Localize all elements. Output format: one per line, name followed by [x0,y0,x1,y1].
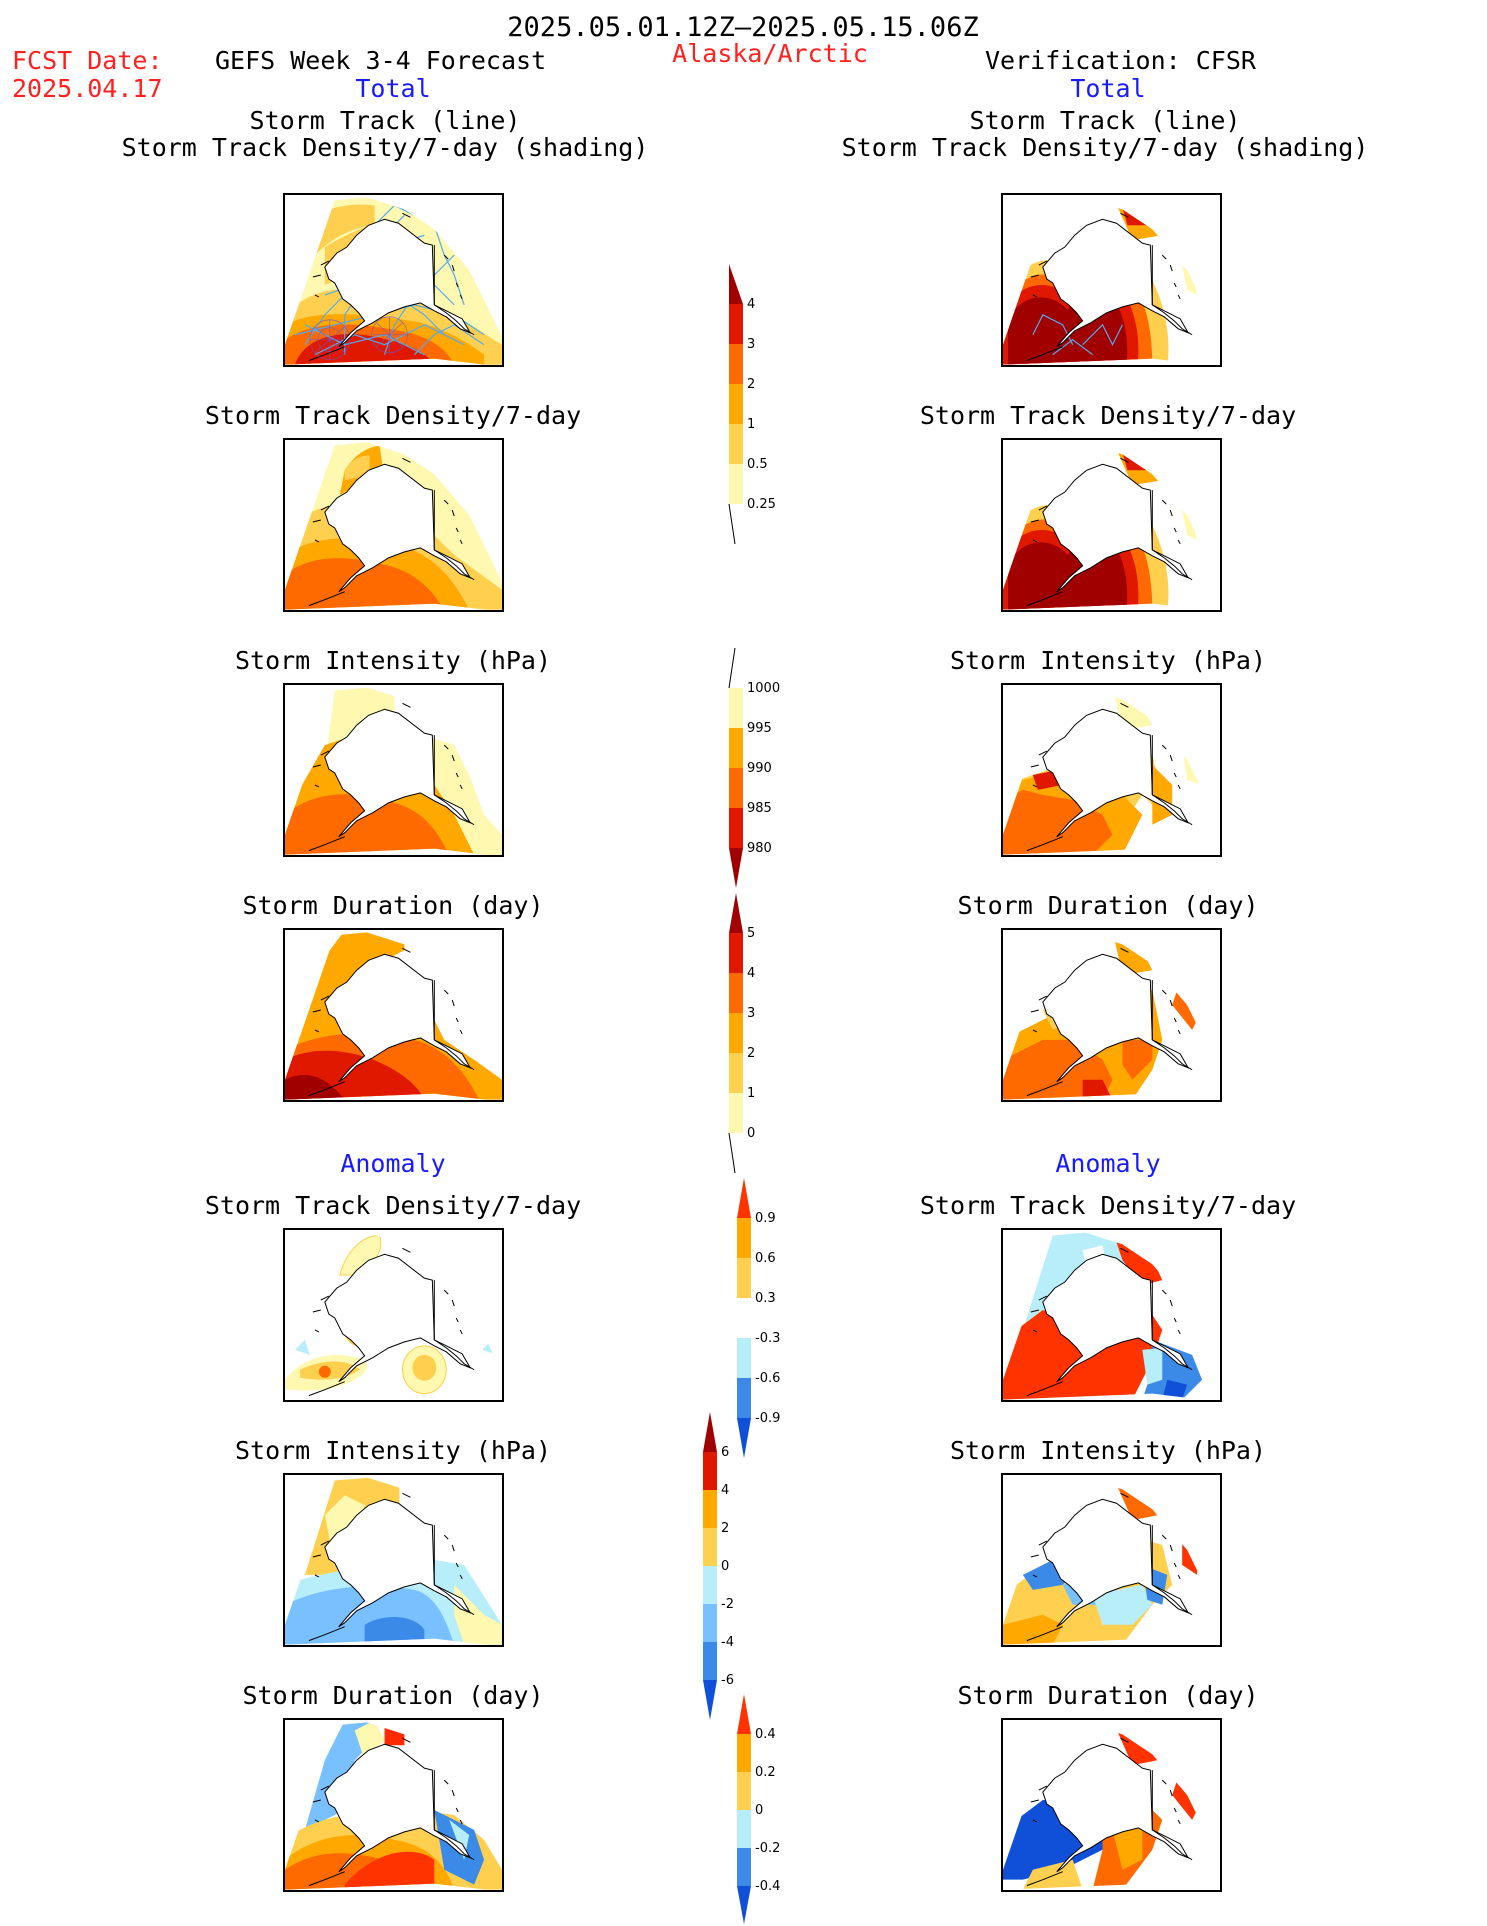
panel-title-duration-left: Storm Duration (day) [242,891,544,920]
cbar-label: 995 [747,721,772,736]
cbar-label: -0.4 [755,1879,780,1894]
cbar-label: 0.6 [755,1251,776,1266]
panel-title-track-left: Storm Track (line) Storm Track Density/7… [122,107,649,161]
colorbar-intensity: 1000 995 990 985 980 [728,648,780,888]
cbar-label: -0.2 [755,1841,780,1856]
cbar-label: 3 [747,337,755,352]
cbar-label: -4 [721,1635,734,1650]
colorbar-duration: 5 4 3 2 1 0 [728,893,755,1174]
cbar-label: 0 [721,1559,729,1574]
region-title: Alaska/Arctic [672,39,868,68]
colorbar-density-anomaly: 0.9 0.6 0.3 -0.3 -0.6 -0.9 [737,1178,780,1458]
panel-title-intensity-left: Storm Intensity (hPa) [234,646,552,675]
cbar-label: -0.3 [755,1331,780,1346]
map-intensity-anomaly-verification [1001,1473,1222,1647]
panel-title-duration-anom-right: Storm Duration (day) [957,1681,1259,1710]
title-line-2: Storm Track Density/7-day (shading) [841,133,1369,162]
panel-title-density-left: Storm Track Density/7-day [204,401,582,430]
title-line-2: Storm Track Density/7-day (shading) [121,133,649,162]
cbar-label: 1 [747,417,755,432]
map-intensity-forecast [283,683,504,857]
map-track-forecast [283,193,504,367]
section-total-right: Total [1070,74,1146,103]
cbar-label: 0.4 [755,1727,776,1742]
panel-title-density-anom-right: Storm Track Density/7-day [919,1191,1297,1220]
cbar-label: 1000 [747,681,780,696]
map-density-anomaly-verification [1001,1228,1222,1402]
map-density-anomaly-forecast [283,1228,504,1402]
fcst-date-label: FCST Date: [12,46,163,75]
colorbar-intensity-anomaly: 6 4 2 0 -2 -4 -6 [703,1412,734,1720]
cbar-label: 3 [747,1006,755,1021]
map-duration-anomaly-verification [1001,1718,1222,1892]
map-density-forecast [283,438,504,612]
panel-title-duration-right: Storm Duration (day) [957,891,1259,920]
section-anomaly-left: Anomaly [340,1149,446,1178]
colorbar-duration-anomaly: 0.4 0.2 0 -0.2 -0.4 [737,1694,780,1924]
cbar-label: 4 [747,966,755,981]
panel-title-intensity-anom-left: Storm Intensity (hPa) [234,1436,552,1465]
cbar-label: 1 [747,1086,755,1101]
cbar-label: -6 [721,1673,734,1688]
cbar-label: 990 [747,761,772,776]
cbar-label: 0.25 [747,497,776,512]
panel-title-intensity-right: Storm Intensity (hPa) [949,646,1267,675]
cbar-label: 980 [747,841,772,856]
cbar-label: 0.5 [747,457,768,472]
map-duration-anomaly-forecast [283,1718,504,1892]
cbar-label: 5 [747,926,755,941]
cbar-label: 0.9 [755,1211,776,1226]
period-title: 2025.05.01.12Z–2025.05.15.06Z [507,12,979,43]
verification-title: Verification: CFSR [985,46,1256,75]
cbar-label: -0.6 [755,1371,780,1386]
cbar-label: -2 [721,1597,734,1612]
cbar-label: 0.2 [755,1765,776,1780]
cbar-label: 0.3 [755,1291,776,1306]
map-intensity-verification [1001,683,1222,857]
panel-title-density-right: Storm Track Density/7-day [919,401,1297,430]
panel-title-track-right: Storm Track (line) Storm Track Density/7… [842,107,1369,161]
map-track-verification [1001,193,1222,367]
model-title: GEFS Week 3-4 Forecast [215,46,547,75]
section-anomaly-right: Anomaly [1055,1149,1161,1178]
cbar-label: 0 [747,1126,755,1141]
cbar-label: 2 [747,377,755,392]
panel-title-intensity-anom-right: Storm Intensity (hPa) [949,1436,1267,1465]
map-duration-forecast [283,928,504,1102]
cbar-label: -0.9 [755,1411,780,1426]
fcst-date-value: 2025.04.17 [12,74,163,103]
cbar-label: 0 [755,1803,763,1818]
cbar-label: 4 [747,297,755,312]
title-line-1: Storm Track (line) [249,106,521,135]
map-duration-verification [1001,928,1222,1102]
cbar-label: 4 [721,1483,729,1498]
cbar-label: 6 [721,1445,729,1460]
cbar-label: 2 [747,1046,755,1061]
colorbar-density: 4 3 2 1 0.5 0.25 [728,264,776,545]
title-line-1: Storm Track (line) [969,106,1241,135]
section-total-left: Total [355,74,431,103]
panel-title-density-anom-left: Storm Track Density/7-day [204,1191,582,1220]
cbar-label: 2 [721,1521,729,1536]
map-intensity-anomaly-forecast [283,1473,504,1647]
panel-title-duration-anom-left: Storm Duration (day) [242,1681,544,1710]
cbar-label: 985 [747,801,772,816]
map-density-verification [1001,438,1222,612]
